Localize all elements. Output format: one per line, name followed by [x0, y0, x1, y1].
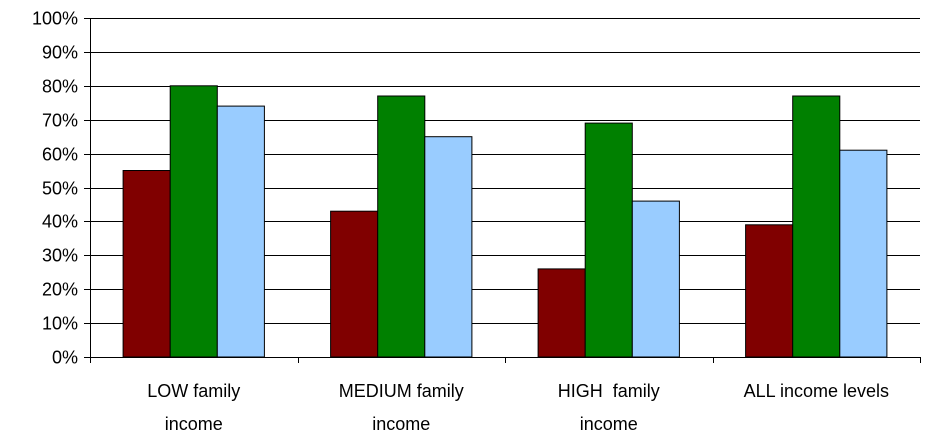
bar	[169, 85, 218, 358]
y-tick-label: 40%	[42, 212, 78, 232]
x-tick-label: MEDIUM family	[339, 381, 464, 401]
bar	[584, 122, 633, 358]
y-tick-label: 100%	[32, 9, 78, 29]
bar	[537, 268, 586, 358]
bar	[216, 105, 265, 358]
x-tick-label: income	[165, 414, 223, 434]
y-tick-label: 10%	[42, 314, 78, 334]
y-tick-label: 30%	[42, 246, 78, 266]
y-tick-label: 0%	[52, 348, 78, 368]
y-tick-label: 80%	[42, 77, 78, 97]
x-tick-label: income	[372, 414, 430, 434]
x-tick-label: income	[580, 414, 638, 434]
bar	[377, 95, 426, 358]
axes	[84, 18, 921, 363]
y-tick-label: 90%	[42, 43, 78, 63]
bar	[839, 149, 888, 358]
x-tick-label: ALL income levels	[744, 381, 889, 401]
y-tick-label: 70%	[42, 111, 78, 131]
y-tick-label: 50%	[42, 179, 78, 199]
bar	[745, 224, 794, 358]
bar	[122, 170, 171, 358]
bar	[792, 95, 841, 358]
x-tick-label: HIGH family	[558, 381, 660, 401]
bar	[631, 200, 680, 358]
bar	[424, 136, 473, 358]
bar	[330, 210, 379, 358]
x-tick-label: LOW family	[147, 381, 240, 401]
labels: 0% 10% 20% 30% 40% 50% 60% 70% 80% 90% 100% LOW fam…	[32, 9, 889, 435]
y-tick-label: 20%	[42, 280, 78, 300]
y-tick-label: 60%	[42, 145, 78, 165]
